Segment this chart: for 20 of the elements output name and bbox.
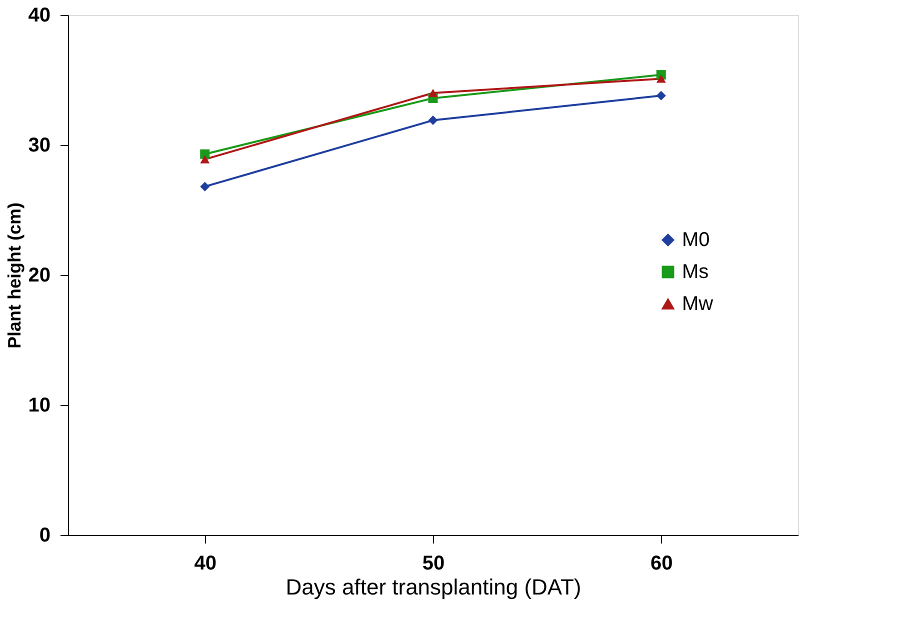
x-tick-label: 60: [650, 552, 673, 574]
y-tick-label: 0: [39, 524, 50, 546]
legend-label: Mw: [682, 293, 714, 315]
point: [656, 74, 666, 83]
point: [200, 149, 210, 159]
point: [200, 182, 210, 192]
point: [656, 90, 666, 100]
y-tick-label: 10: [28, 394, 50, 416]
y-tick-label: 40: [28, 4, 50, 26]
legend-label: M0: [682, 229, 710, 251]
x-axis-title: Days after transplanting (DAT): [286, 574, 582, 600]
point: [428, 116, 438, 126]
point: [428, 88, 438, 98]
y-axis-title: Plant height (cm): [4, 202, 24, 349]
point: [200, 155, 210, 164]
y-tick-label: 20: [28, 264, 50, 286]
x-tick-label: 50: [422, 552, 445, 574]
x-tick-label: 40: [194, 552, 216, 574]
y-tick-label: 30: [28, 134, 50, 156]
legend-label: Ms: [682, 261, 709, 283]
